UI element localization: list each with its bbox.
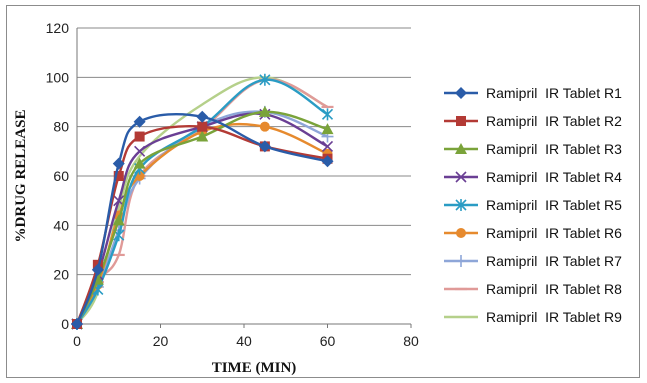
legend-label: Ramipril IR Tablet R4	[486, 169, 622, 185]
legend-item-r4: Ramipril IR Tablet R4	[444, 169, 622, 185]
legend-marker	[455, 199, 467, 211]
legend: Ramipril IR Tablet R1 Ramipril IR Tablet …	[444, 85, 622, 325]
x-tick-label: 60	[320, 333, 336, 349]
legend-label: Ramipril IR Tablet R9	[486, 309, 622, 325]
data-point	[133, 157, 146, 169]
data-point	[134, 145, 146, 157]
data-point	[71, 318, 83, 330]
chart-frame: 0 20 40 60 80 100 120 0 20 40 60 80 Ramipril IR Tab…	[6, 5, 640, 378]
y-tick-label: 60	[53, 168, 69, 184]
line-chart: 0 20 40 60 80 100 120 0 20 40 60 80 Ramipril IR Tab…	[13, 20, 622, 376]
data-point	[321, 108, 334, 121]
y-tick-label: 0	[61, 316, 69, 332]
series-group	[71, 73, 334, 330]
y-tick-label: 100	[46, 69, 70, 85]
axes	[76, 28, 412, 328]
legend-item-r6: Ramipril IR Tablet R6	[444, 225, 622, 241]
legend-item-r1: Ramipril IR Tablet R1	[444, 85, 622, 101]
x-axis-title: TIME (MIN)	[212, 360, 297, 376]
legend-label: Ramipril IR Tablet R8	[486, 281, 622, 297]
legend-marker	[455, 143, 467, 154]
data-point	[196, 130, 209, 142]
legend-label: Ramipril IR Tablet R2	[486, 113, 622, 129]
data-point	[321, 123, 334, 135]
data-point	[113, 171, 124, 181]
data-point	[258, 105, 271, 117]
legend-item-r7: Ramipril IR Tablet R7	[444, 253, 622, 269]
data-point	[259, 121, 270, 132]
legend-label: Ramipril IR Tablet R3	[486, 141, 622, 157]
data-point	[321, 140, 334, 152]
x-tick-label: 0	[73, 333, 81, 349]
x-tick-label: 20	[153, 333, 169, 349]
legend-marker	[455, 171, 467, 183]
y-tick-label: 80	[53, 119, 69, 135]
legend-marker	[456, 116, 466, 126]
x-tick-label: 80	[403, 333, 419, 349]
data-point	[259, 73, 271, 86]
legend-marker	[456, 228, 466, 238]
data-point	[196, 110, 209, 123]
legend-marker	[455, 87, 467, 99]
y-axis-title: %DRUG RELEASE	[13, 110, 29, 243]
legend-item-r8: Ramipril IR Tablet R8	[444, 281, 622, 297]
legend-label: Ramipril IR Tablet R5	[486, 197, 622, 213]
series-line-r4	[75, 112, 329, 325]
series-r3	[71, 105, 334, 329]
data-point	[133, 115, 146, 128]
data-point	[112, 214, 125, 226]
legend-marker	[455, 255, 467, 267]
y-tick-label: 120	[46, 20, 70, 36]
legend-item-r2: Ramipril IR Tablet R2	[444, 113, 622, 129]
data-point	[321, 155, 334, 168]
data-point	[112, 157, 125, 170]
series-r1	[71, 110, 334, 330]
data-point	[134, 131, 145, 142]
series-r4	[71, 108, 334, 330]
tick-labels: 0 20 40 60 80 100 120 0 20 40 60 80	[46, 20, 419, 349]
legend-item-r9: Ramipril IR Tablet R9	[444, 309, 622, 325]
data-point	[91, 263, 104, 276]
data-point	[258, 140, 271, 153]
y-tick-label: 40	[53, 217, 69, 233]
y-tick-label: 20	[53, 267, 69, 283]
data-point	[197, 121, 208, 132]
legend-label: Ramipril IR Tablet R6	[486, 225, 622, 241]
x-tick-label: 40	[236, 333, 252, 349]
legend-item-r5: Ramipril IR Tablet R5	[444, 197, 622, 213]
legend-label: Ramipril IR Tablet R7	[486, 253, 622, 269]
legend-label: Ramipril IR Tablet R1	[486, 85, 622, 101]
legend-item-r3: Ramipril IR Tablet R3	[444, 141, 622, 157]
